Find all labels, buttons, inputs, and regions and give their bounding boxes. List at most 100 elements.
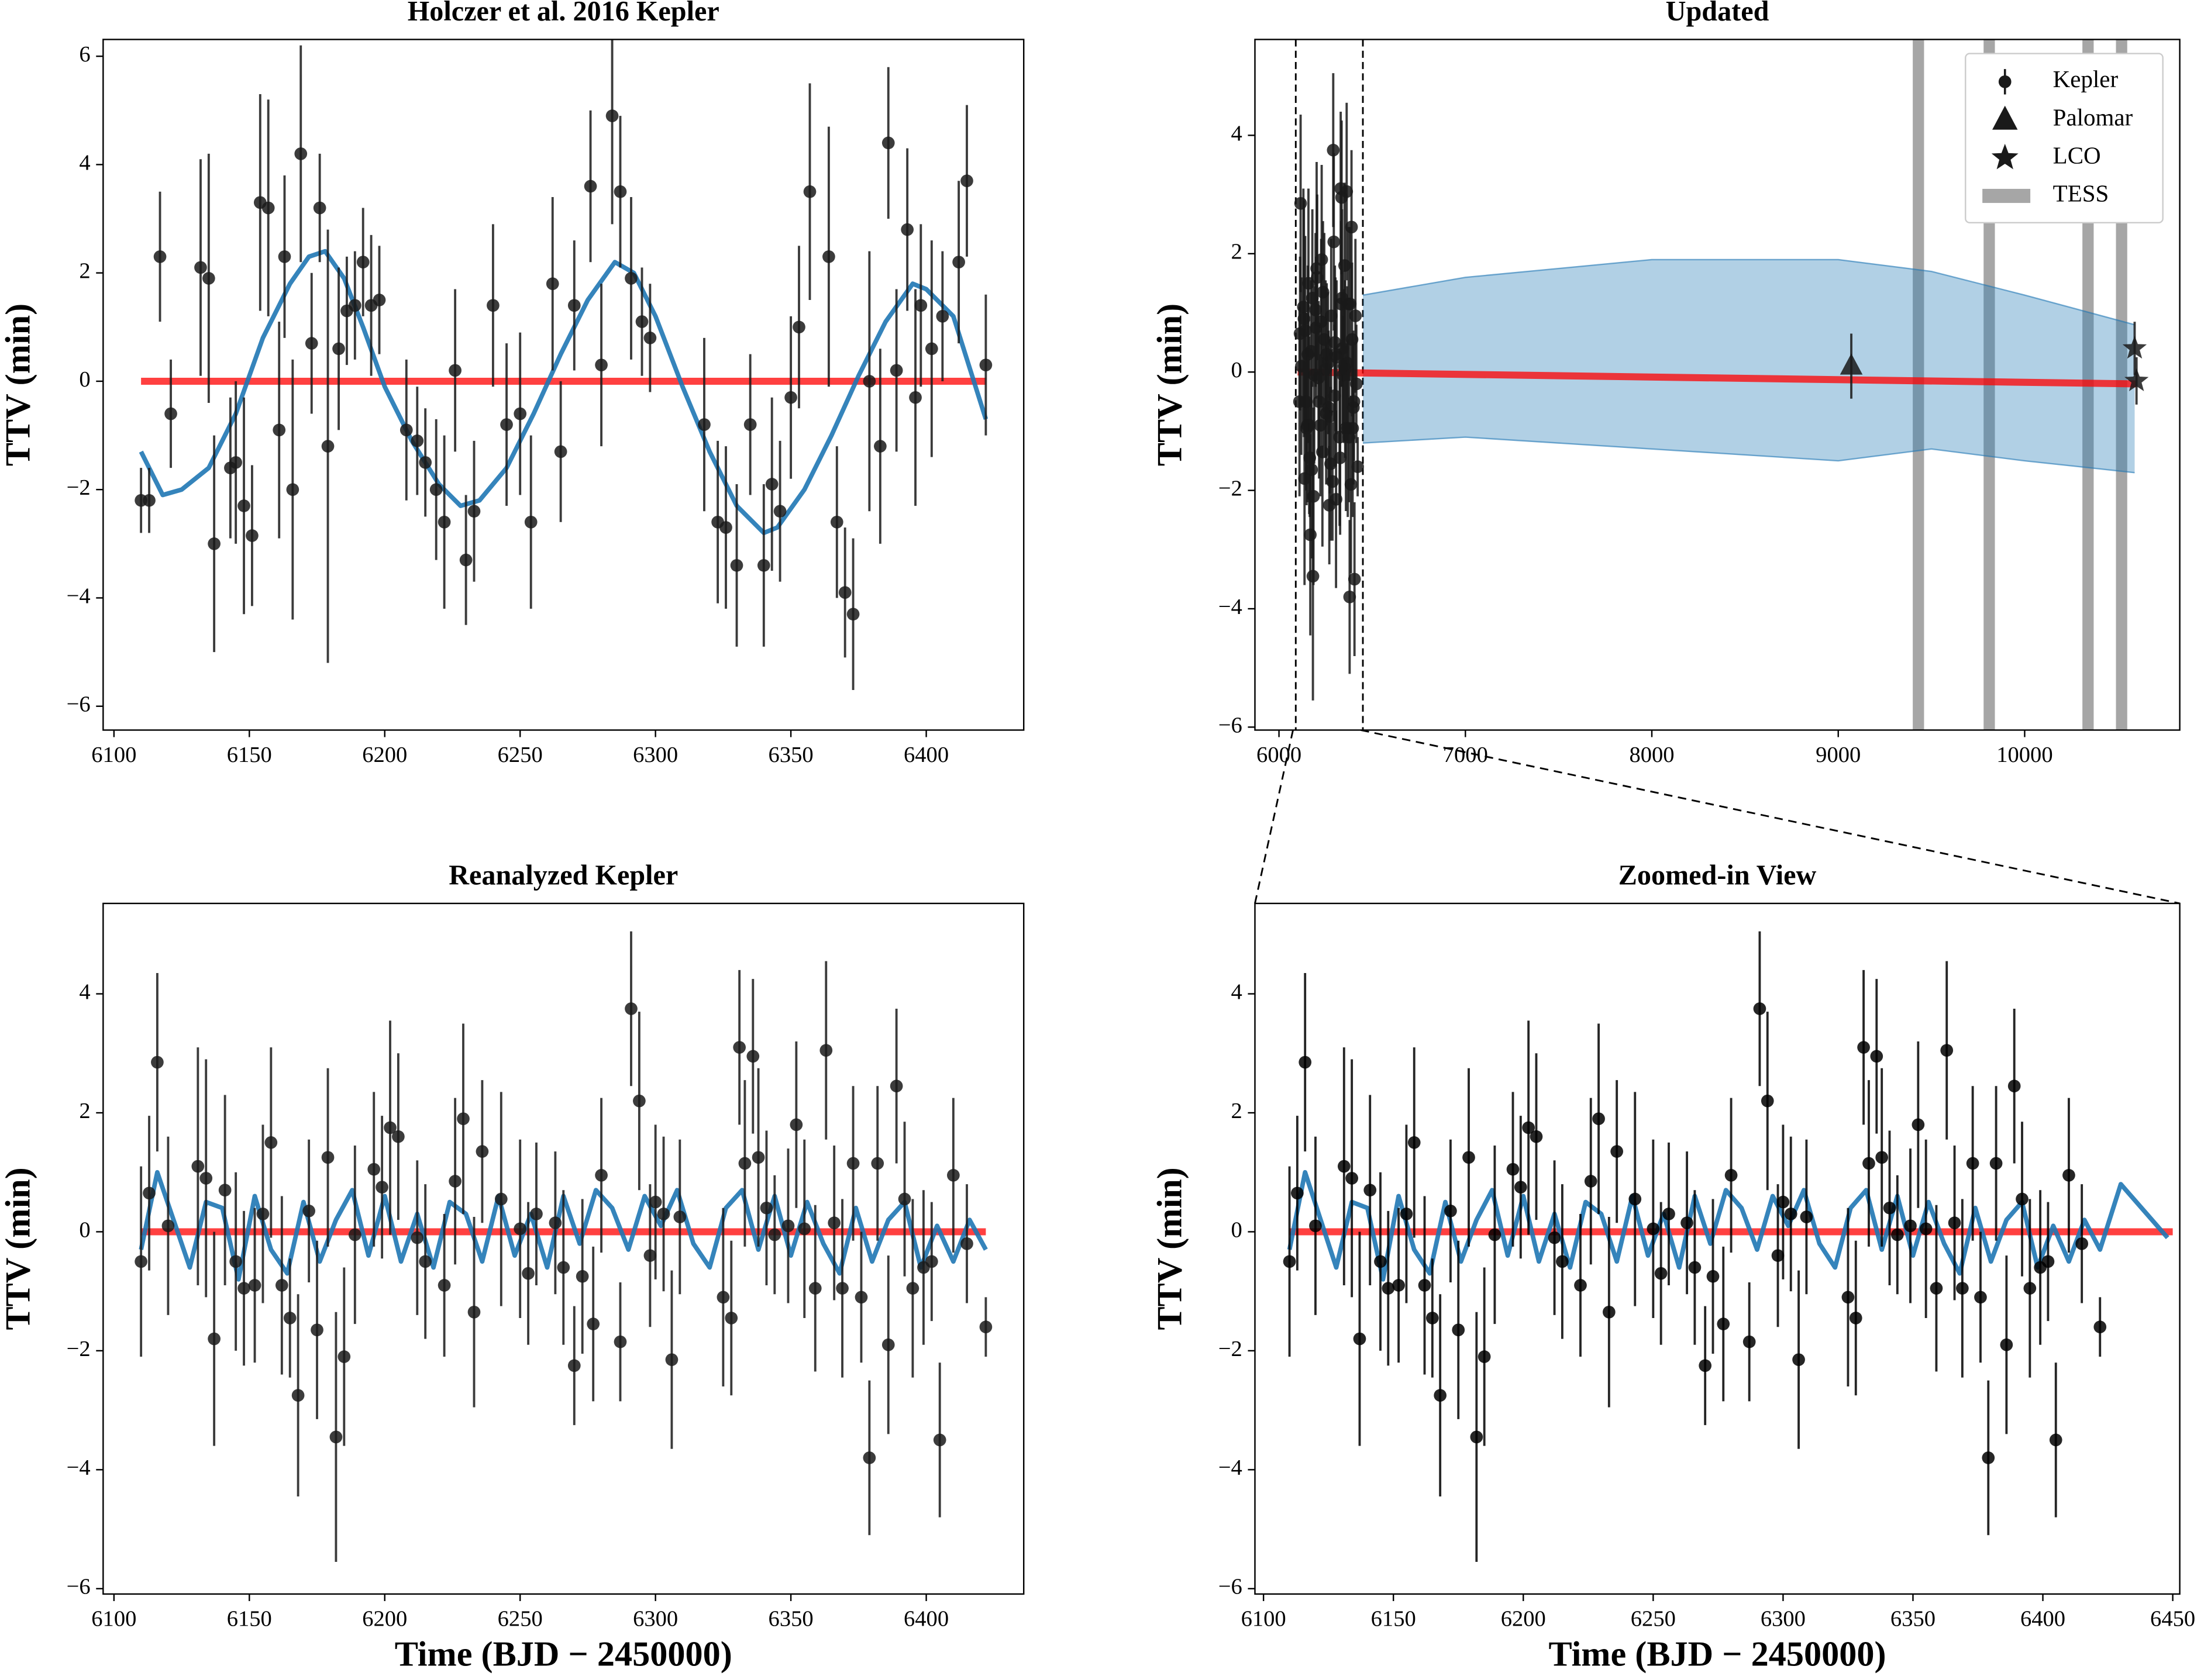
marker xyxy=(321,440,335,453)
marker xyxy=(1400,1208,1413,1220)
marker xyxy=(411,1231,424,1244)
model-envelope xyxy=(1363,259,2135,473)
marker xyxy=(1841,1291,1855,1304)
marker xyxy=(2124,368,2149,391)
y-tick-label: −4 xyxy=(1218,595,1242,619)
marker xyxy=(1890,1228,1904,1241)
marker xyxy=(2062,1168,2075,1182)
marker xyxy=(1374,1255,1387,1268)
linear-model xyxy=(1297,368,2137,388)
y-tick-label: −2 xyxy=(1218,1337,1242,1361)
marker xyxy=(1654,1267,1668,1280)
marker xyxy=(256,1208,270,1220)
marker xyxy=(1506,1162,1520,1176)
marker xyxy=(438,1279,451,1292)
x-tick-label: 7000 xyxy=(1443,743,1488,767)
marker xyxy=(909,391,922,404)
marker xyxy=(752,1151,765,1164)
x-tick-label: 6400 xyxy=(904,743,949,767)
marker xyxy=(1706,1270,1720,1283)
marker xyxy=(576,1270,589,1283)
y-tick-label: −6 xyxy=(67,692,91,717)
marker xyxy=(530,1208,543,1220)
x-tick-label: 6250 xyxy=(498,743,543,767)
marker xyxy=(2007,1079,2021,1093)
x-axis-label: Time (BJD − 2450000) xyxy=(1548,1634,1886,1674)
marker xyxy=(248,1279,261,1292)
chart-title: Holczer et al. 2016 Kepler xyxy=(408,0,719,27)
x-tick-label: 6300 xyxy=(633,1607,678,1631)
marker xyxy=(557,1261,570,1274)
marker xyxy=(790,1118,803,1132)
marker xyxy=(329,1430,343,1444)
marker xyxy=(332,342,345,356)
marker xyxy=(419,1255,432,1268)
marker xyxy=(2075,1237,2089,1250)
marker xyxy=(400,423,413,437)
marker xyxy=(143,1186,156,1200)
marker xyxy=(229,1255,242,1268)
marker xyxy=(625,272,638,285)
x-tick-label: 10000 xyxy=(1996,743,2052,767)
marker xyxy=(384,1121,397,1134)
x-tick-label: 6400 xyxy=(904,1607,949,1631)
marker xyxy=(1862,1157,1875,1170)
marker xyxy=(143,494,156,507)
marker xyxy=(863,375,876,388)
x-tick-label: 6200 xyxy=(362,1607,407,1631)
marker xyxy=(1299,1055,1312,1069)
marker xyxy=(467,505,481,518)
y-tick-label: 6 xyxy=(79,42,90,67)
marker xyxy=(649,1195,662,1209)
marker xyxy=(487,299,500,312)
plot-area xyxy=(135,39,993,690)
marker xyxy=(1307,489,1320,503)
marker xyxy=(836,1282,849,1295)
y-tick-label: 4 xyxy=(1231,121,1242,146)
y-axis-label: TTV (min) xyxy=(0,1167,37,1330)
plot-area xyxy=(1283,931,2173,1562)
marker xyxy=(1337,1160,1351,1173)
marker xyxy=(803,185,817,198)
marker xyxy=(1724,1168,1738,1182)
marker xyxy=(881,1338,895,1351)
marker xyxy=(1350,377,1363,391)
marker xyxy=(202,272,215,285)
y-tick-label: −4 xyxy=(67,1455,91,1480)
marker xyxy=(914,299,928,312)
model-upper xyxy=(1362,258,2135,326)
marker xyxy=(838,586,852,599)
marker xyxy=(514,1222,527,1236)
marker xyxy=(635,315,649,328)
marker xyxy=(717,1291,730,1304)
marker xyxy=(936,309,949,323)
marker xyxy=(278,250,291,263)
marker xyxy=(846,1157,860,1170)
plot-frame xyxy=(1254,902,2181,1595)
marker xyxy=(1800,1210,1813,1223)
marker xyxy=(1530,1130,1543,1143)
marker xyxy=(2041,1255,2055,1268)
marker xyxy=(855,1291,868,1304)
marker xyxy=(1348,572,1361,586)
marker xyxy=(1478,1350,1491,1363)
marker xyxy=(264,1136,278,1149)
y-tick-label: −6 xyxy=(1218,713,1242,737)
marker xyxy=(757,559,770,572)
marker xyxy=(1444,1205,1457,1217)
marker xyxy=(1283,1255,1296,1268)
x-tick-label: 6100 xyxy=(1241,1607,1286,1631)
x-tick-label: 6200 xyxy=(362,743,407,767)
plot-frame xyxy=(102,902,1025,1595)
marker xyxy=(411,434,424,447)
marker xyxy=(476,1145,489,1158)
model-lower xyxy=(1362,436,2135,474)
marker xyxy=(367,1162,381,1176)
marker xyxy=(725,1312,738,1324)
marker xyxy=(933,1433,946,1447)
marker xyxy=(1742,1335,1756,1348)
marker xyxy=(960,174,973,188)
marker xyxy=(208,1332,221,1346)
marker xyxy=(1974,1291,1987,1304)
